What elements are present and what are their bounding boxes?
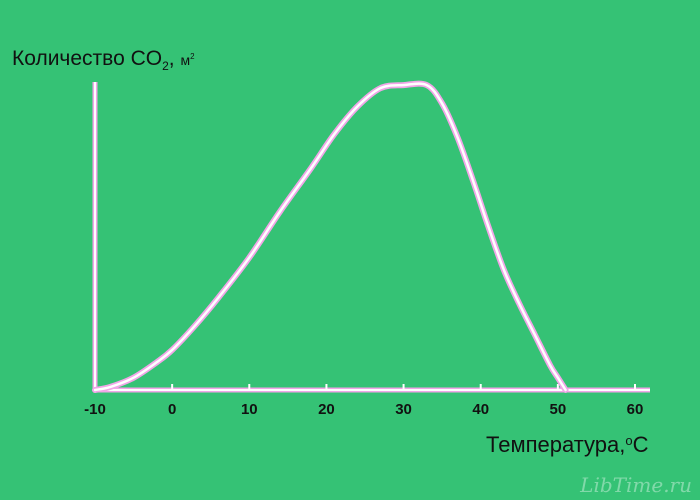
x-axis-ticks: -10 0 10 20 30 40 50 60 [84, 384, 643, 418]
x-tick-label: 60 [627, 401, 644, 418]
watermark: LibTime.ru [580, 473, 692, 497]
x-tick-label: 0 [168, 401, 176, 418]
x-tick-label: 10 [241, 401, 258, 418]
series-line [93, 82, 567, 392]
x-axis-label: Температура,oC [486, 432, 649, 457]
x-tick-label: 30 [395, 401, 412, 418]
series-line-glow [92, 80, 569, 393]
x-tick-label: 20 [318, 401, 335, 418]
x-tick-label: 40 [472, 401, 489, 418]
chart-series [92, 80, 569, 393]
x-tick-label: -10 [84, 401, 106, 418]
y-axis-label: Количество CO2, м2 [12, 47, 195, 73]
x-tick-label: 50 [550, 401, 567, 418]
